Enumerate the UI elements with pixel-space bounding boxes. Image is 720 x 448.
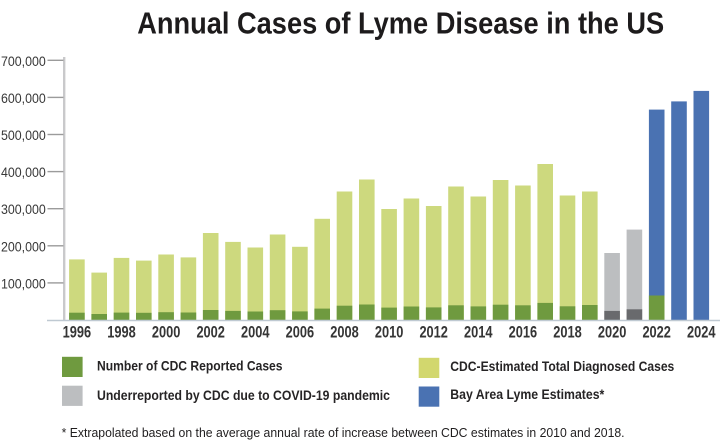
svg-text:2008: 2008 — [330, 324, 359, 342]
svg-text:Number of CDC Reported Cases: Number of CDC Reported Cases — [97, 358, 283, 374]
svg-text:1996: 1996 — [63, 324, 92, 342]
svg-text:2002: 2002 — [196, 324, 225, 342]
svg-text:400,000: 400,000 — [1, 165, 46, 181]
svg-text:2010: 2010 — [375, 324, 404, 342]
svg-text:CDC-Estimated Total Diagnosed: CDC-Estimated Total Diagnosed Cases — [450, 358, 674, 374]
svg-text:700,000: 700,000 — [1, 54, 46, 70]
svg-text:2014: 2014 — [464, 324, 493, 342]
svg-text:100,000: 100,000 — [1, 276, 46, 292]
svg-text:2016: 2016 — [509, 324, 538, 342]
svg-text:2022: 2022 — [642, 324, 671, 342]
svg-text:300,000: 300,000 — [1, 202, 46, 218]
svg-text:Underreported by CDC due to CO: Underreported by CDC due to COVID-19 pan… — [97, 387, 390, 403]
svg-text:200,000: 200,000 — [1, 239, 46, 255]
svg-text:2006: 2006 — [286, 324, 315, 342]
svg-text:600,000: 600,000 — [1, 91, 46, 107]
svg-text:2018: 2018 — [553, 324, 582, 342]
svg-text:2012: 2012 — [419, 324, 448, 342]
svg-text:1998: 1998 — [107, 324, 136, 342]
svg-text:2024: 2024 — [687, 324, 716, 342]
svg-text:* Extrapolated based on the av: * Extrapolated based on the average annu… — [62, 426, 625, 440]
svg-text:Annual Cases of Lyme Disease i: Annual Cases of Lyme Disease in the US — [137, 6, 664, 41]
svg-text:2000: 2000 — [152, 324, 181, 342]
svg-text:500,000: 500,000 — [1, 128, 46, 144]
svg-text:2004: 2004 — [241, 324, 270, 342]
svg-text:2020: 2020 — [598, 324, 627, 342]
svg-text:Bay Area Lyme Estimates*: Bay Area Lyme Estimates* — [450, 386, 604, 402]
